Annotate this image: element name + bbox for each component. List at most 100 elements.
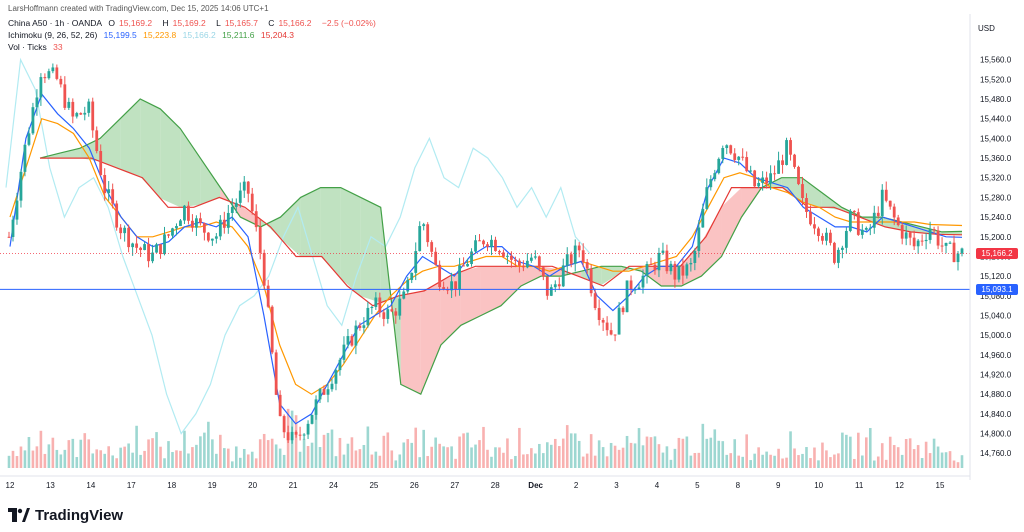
candle-body [115,203,119,228]
x-tick-label: 11 [855,481,864,490]
candle-body [880,189,884,217]
volume-bar [358,449,362,468]
span-b-line [40,157,963,307]
volume-bars [7,408,964,468]
candle-body [210,238,214,241]
candle-body [47,71,51,79]
candle-body [382,312,386,319]
candle-body [745,157,749,172]
volume-bar [43,453,47,468]
candle-body [330,383,334,390]
cloud-segment [320,187,341,279]
last-price-tag: 15,166.2 [976,247,1018,259]
volume-bar [254,458,258,468]
span-b-value: 15,204.3 [260,30,295,40]
candle-body [466,264,469,267]
ichimoku-legend[interactable]: Ichimoku (9, 26, 52, 26) 15,199.5 15,223… [8,30,298,40]
candle-body [825,232,828,241]
volume-bar [761,454,764,468]
volume-bar [880,443,884,468]
candle-body [398,298,402,316]
volume-bar [87,439,91,468]
x-tick-label: 20 [248,481,257,490]
volume-bar [418,457,422,468]
candle-body [705,187,709,209]
candle-body [470,251,473,265]
volume-bar [163,458,166,468]
cloud-segment [180,128,201,208]
volume-bar [111,455,114,468]
candle-body [657,252,661,271]
volume-bar [944,452,948,468]
candle-body [238,190,242,203]
cloud-segment [340,187,361,297]
x-tick-label: 10 [814,481,823,490]
volume-bar [920,458,924,468]
y-tick-label: 15,480.0 [980,95,1012,104]
volume-bar [266,440,270,468]
volume-bar [597,440,601,468]
candle-body [478,240,481,242]
candle-body [55,67,59,79]
volume-bar [653,436,657,468]
x-tick-label: 8 [736,481,741,490]
volume-bar [426,456,429,468]
candle-body [533,256,537,258]
volume-bar [434,437,437,468]
volume-legend[interactable]: Vol · Ticks 33 [8,42,67,52]
lagging-span-line [5,57,591,435]
time-axis[interactable]: 12 13 14 17 18 19 20 21 24 25 26 27 28 Dec 2 3 4 5 8 9 10 11 1… [0,475,970,490]
span-a-value: 15,211.6 [222,30,255,40]
volume-bar [394,460,398,468]
volume-bar [51,437,55,468]
volume-bar [155,432,158,468]
x-tick-label: Dec [528,481,543,490]
volume-bar [91,453,95,468]
volume-bar [729,453,733,468]
volume-bar [522,454,525,468]
volume-bar [514,455,517,468]
candle-body [633,289,637,291]
candle-body [183,205,186,221]
volume-bar [868,428,872,468]
volume-bar [577,440,581,468]
volume-bar [374,451,378,468]
volume-bar [103,453,106,468]
candle-body [83,112,87,115]
volume-bar [398,454,402,468]
candle-body [450,281,454,291]
candle-body [769,173,773,184]
candle-body [63,84,67,108]
volume-bar [59,454,63,468]
candle-body [613,334,617,336]
candle-body [525,260,529,268]
candle-body [39,77,43,98]
y-tick-label: 15,200.0 [980,233,1012,242]
cloud-segment [280,197,301,257]
candle-body [872,212,876,228]
tradingview-footer[interactable]: TradingView [8,504,123,526]
candle-body [362,325,366,328]
volume-bar [346,443,350,468]
volume-bar [238,457,242,468]
volume-bar [294,415,298,468]
candle-body [777,160,780,174]
candle-body [697,227,701,251]
candle-body [314,399,318,415]
volume-bar [633,443,637,468]
volume-bar [314,413,318,468]
candle-body [282,416,286,433]
x-tick-label: 27 [450,481,459,490]
volume-bar [757,447,760,468]
volume-bar [35,446,39,468]
candle-body [653,264,657,271]
candle-body [609,330,613,335]
volume-bar [809,458,812,468]
volume-bar [135,425,138,468]
candle-body [785,140,788,165]
volume-bar [542,453,545,468]
volume-label: Vol · Ticks [8,42,47,52]
candle-body [589,268,593,294]
volume-bar [250,451,254,468]
